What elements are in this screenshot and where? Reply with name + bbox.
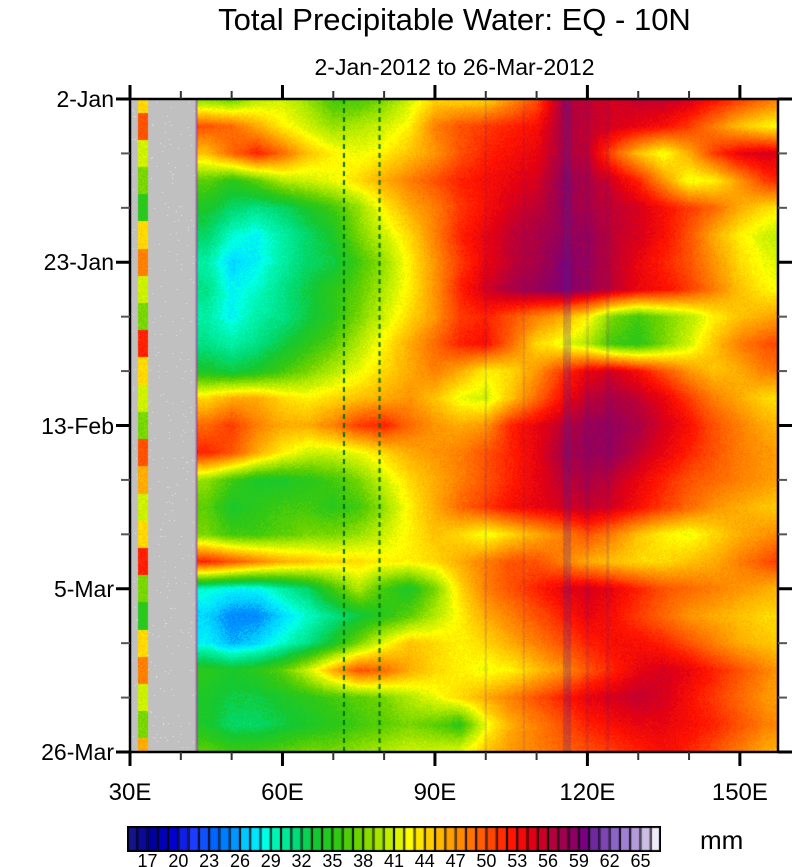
x-axis-tick-label: 150E [711,779,768,806]
colorbar-tick-label: 62 [599,851,620,867]
y-axis-tick-label: 5-Mar [53,575,114,602]
x-axis-tick-label: 30E [108,779,152,806]
y-axis-tick-label: 23-Jan [43,249,114,276]
colorbar-tick-label: 50 [476,851,497,867]
y-axis-tick-label: 2-Jan [56,86,114,112]
colorbar-tick-label: 47 [445,851,466,867]
colorbar-units-label: mm [700,825,744,855]
colorbar-tick-label: 35 [322,851,343,867]
colorbar-tick-label: 41 [383,851,405,867]
colorbar-tick-label: 23 [199,851,220,867]
plot-title: Total Precipitable Water: EQ - 10N [218,2,691,37]
plot-subtitle: 2-Jan-2012 to 26-Mar-2012 [314,54,595,80]
colorbar-tick-label: 20 [168,851,189,867]
x-axis-tick-label: 120E [559,779,616,806]
colorbar-tick-label: 56 [538,851,559,867]
x-axis-tick-label: 60E [261,779,304,806]
colorbar-canvas [127,826,661,852]
heatmap-canvas [130,99,778,752]
colorbar-tick-label: 32 [291,851,312,867]
colorbar-tick-label: 59 [568,851,589,867]
colorbar-tick-label: 44 [414,851,435,867]
x-axis-tick-label: 90E [413,779,457,806]
y-axis-tick-label: 13-Feb [41,412,114,439]
colorbar-tick-label: 65 [630,851,651,867]
y-axis-tick-label: 26-Mar [41,739,114,765]
colorbar-tick-label: 26 [229,851,250,867]
colorbar-tick-label: 53 [507,851,528,867]
colorbar-tick-label: 29 [260,851,281,867]
colorbar-tick-label: 38 [353,851,374,867]
colorbar-tick-label: 17 [137,851,158,867]
